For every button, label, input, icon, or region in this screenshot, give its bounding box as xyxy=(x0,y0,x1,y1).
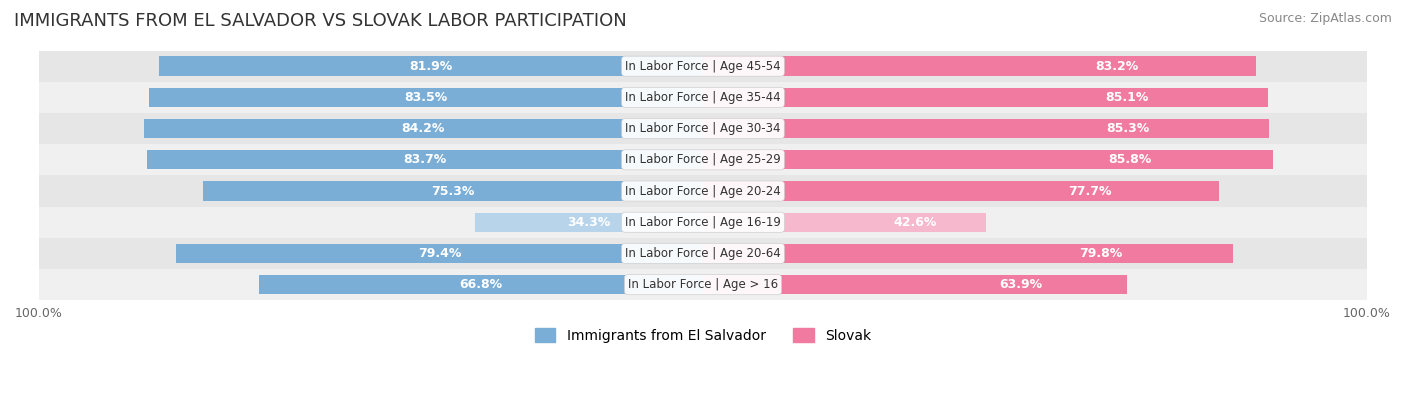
Bar xyxy=(703,275,1128,294)
Text: 66.8%: 66.8% xyxy=(460,278,503,291)
Text: 42.6%: 42.6% xyxy=(893,216,936,229)
Text: In Labor Force | Age 35-44: In Labor Force | Age 35-44 xyxy=(626,91,780,104)
Legend: Immigrants from El Salvador, Slovak: Immigrants from El Salvador, Slovak xyxy=(529,322,877,348)
Bar xyxy=(259,275,703,294)
Bar xyxy=(176,244,703,263)
Bar xyxy=(703,213,986,232)
Bar xyxy=(39,269,1367,300)
Text: 83.5%: 83.5% xyxy=(404,91,447,104)
Text: 83.2%: 83.2% xyxy=(1095,60,1139,73)
Bar xyxy=(39,82,1367,113)
Text: 85.8%: 85.8% xyxy=(1109,153,1152,166)
Bar xyxy=(159,56,703,76)
Bar xyxy=(202,181,703,201)
Bar xyxy=(39,144,1367,175)
Text: 84.2%: 84.2% xyxy=(402,122,446,135)
Text: 83.7%: 83.7% xyxy=(404,153,447,166)
Bar xyxy=(475,213,703,232)
Text: In Labor Force | Age 30-34: In Labor Force | Age 30-34 xyxy=(626,122,780,135)
Bar xyxy=(39,51,1367,82)
Text: 79.8%: 79.8% xyxy=(1078,247,1122,260)
Text: 75.3%: 75.3% xyxy=(432,184,475,198)
Bar xyxy=(148,150,703,169)
Bar xyxy=(703,244,1233,263)
Bar xyxy=(703,56,1256,76)
Bar xyxy=(703,181,1219,201)
Text: 79.4%: 79.4% xyxy=(418,247,461,260)
Bar xyxy=(39,113,1367,144)
Bar xyxy=(703,150,1272,169)
Text: IMMIGRANTS FROM EL SALVADOR VS SLOVAK LABOR PARTICIPATION: IMMIGRANTS FROM EL SALVADOR VS SLOVAK LA… xyxy=(14,12,627,30)
Bar xyxy=(39,175,1367,207)
Text: In Labor Force | Age 20-24: In Labor Force | Age 20-24 xyxy=(626,184,780,198)
Text: 85.1%: 85.1% xyxy=(1105,91,1149,104)
Text: 63.9%: 63.9% xyxy=(1000,278,1043,291)
Bar xyxy=(39,238,1367,269)
Bar xyxy=(39,207,1367,238)
Text: In Labor Force | Age 45-54: In Labor Force | Age 45-54 xyxy=(626,60,780,73)
Text: 81.9%: 81.9% xyxy=(409,60,453,73)
Text: In Labor Force | Age 20-64: In Labor Force | Age 20-64 xyxy=(626,247,780,260)
Bar xyxy=(149,88,703,107)
Text: 77.7%: 77.7% xyxy=(1069,184,1112,198)
Text: In Labor Force | Age 16-19: In Labor Force | Age 16-19 xyxy=(626,216,780,229)
Bar xyxy=(143,119,703,138)
Bar xyxy=(703,119,1270,138)
Text: In Labor Force | Age > 16: In Labor Force | Age > 16 xyxy=(628,278,778,291)
Text: 34.3%: 34.3% xyxy=(568,216,610,229)
Bar xyxy=(703,88,1268,107)
Text: 85.3%: 85.3% xyxy=(1107,122,1150,135)
Text: In Labor Force | Age 25-29: In Labor Force | Age 25-29 xyxy=(626,153,780,166)
Text: Source: ZipAtlas.com: Source: ZipAtlas.com xyxy=(1258,12,1392,25)
